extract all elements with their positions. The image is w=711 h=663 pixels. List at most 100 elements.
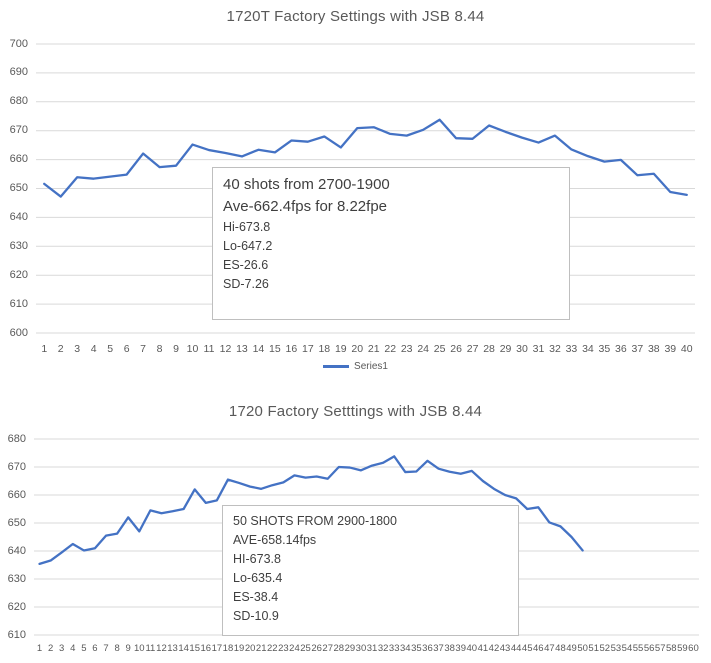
x-axis-tick-label: 25 — [433, 343, 446, 355]
x-axis-tick-label: 31 — [532, 343, 545, 355]
y-axis-tick-label: 660 — [9, 153, 28, 166]
x-axis-tick-label: 13 — [236, 343, 248, 355]
y-axis-tick-label: 660 — [7, 488, 26, 501]
y-axis-tick-label: 640 — [9, 210, 28, 223]
y-axis-tick-label: 650 — [9, 182, 28, 194]
x-axis-tick-label: 27 — [466, 343, 479, 355]
stat-line: AVE-658.14fps — [233, 533, 317, 547]
x-axis-tick-label: 8 — [114, 643, 120, 654]
x-axis-tick-label: 12 — [219, 343, 232, 355]
x-axis-tick-label: 37 — [433, 643, 444, 654]
y-axis-tick-label: 610 — [9, 297, 28, 310]
x-axis-tick-label: 24 — [417, 343, 429, 355]
x-axis-tick-label: 33 — [565, 343, 578, 355]
chart-title: 1720 Factory Setttings with JSB 8.44 — [228, 403, 483, 420]
stat-line: 40 shots from 2700-1900 — [223, 176, 390, 193]
x-axis-tick-label: 14 — [178, 643, 189, 654]
chart-bottom: 1720 Factory Setttings with JSB 8.44 50 … — [0, 396, 711, 663]
x-axis-tick-label: 60 — [688, 643, 699, 654]
x-axis-tick-label: 41 — [477, 643, 489, 654]
x-axis-tick-label: 11 — [203, 343, 215, 355]
x-axis-tick-label: 5 — [107, 343, 114, 355]
x-axis-tick-label: 37 — [631, 343, 644, 355]
y-axis-tick-label: 670 — [9, 124, 28, 137]
x-axis-tick-label: 1 — [36, 643, 43, 654]
x-axis-tick-label: 9 — [125, 643, 131, 654]
x-axis-tick-label: 22 — [384, 343, 397, 355]
x-axis-tick-label: 50 — [577, 643, 588, 654]
x-axis-tick-label: 33 — [388, 643, 400, 654]
x-axis-tick-label: 47 — [544, 643, 555, 654]
stats-callout: 40 shots from 2700-1900 Ave-662.4fps for … — [212, 167, 570, 320]
x-axis-tick-label: 32 — [377, 643, 389, 654]
stat-line: HI-673.8 — [233, 552, 281, 566]
x-axis-tick-label: 8 — [156, 343, 163, 355]
x-axis-tick-label: 43 — [499, 643, 511, 654]
x-axis-tick-label: 45 — [521, 643, 533, 654]
legend: Series1 — [0, 361, 711, 372]
x-axis-tick-label: 4 — [90, 343, 97, 355]
stat-line: Lo-647.2 — [223, 239, 273, 253]
x-axis-tick-label: 53 — [610, 643, 622, 654]
x-axis-tick-label: 4 — [70, 643, 76, 654]
stat-line: Lo-635.4 — [233, 571, 283, 585]
x-axis-tick-label: 35 — [411, 643, 422, 654]
x-axis-tick-label: 24 — [289, 643, 300, 654]
x-axis-tick-label: 30 — [355, 643, 367, 654]
x-axis-tick-label: 7 — [103, 643, 109, 654]
x-axis-tick-label: 57 — [654, 643, 666, 654]
x-axis-tick-label: 40 — [680, 343, 693, 355]
y-axis-tick-label: 630 — [9, 239, 28, 252]
x-axis-tick-label: 51 — [588, 643, 599, 654]
x-axis-tick-label: 48 — [555, 643, 566, 654]
x-axis-tick-label: 2 — [57, 343, 64, 355]
x-axis-tick-label: 15 — [269, 343, 281, 355]
x-axis-tick-label: 44 — [510, 643, 522, 654]
x-axis-tick-label: 3 — [59, 643, 65, 654]
x-axis-tick-label: 36 — [422, 643, 433, 654]
x-axis-tick-label: 23 — [278, 643, 289, 654]
x-axis-tick-label: 46 — [532, 643, 544, 654]
x-axis-tick-label: 59 — [677, 643, 688, 654]
x-axis-tick-label: 10 — [133, 643, 145, 654]
legend-label: Series1 — [354, 361, 388, 372]
x-axis-tick-label: 19 — [334, 343, 347, 355]
x-axis-tick-label: 35 — [598, 343, 611, 355]
chart-top: 1720T Factory Settings with JSB 8.44 40 … — [0, 8, 711, 372]
x-axis-tick-label: 56 — [643, 643, 655, 654]
stat-line: SD-7.26 — [223, 277, 269, 291]
x-axis-tick-label: 21 — [367, 343, 380, 355]
x-axis-tick-label: 38 — [647, 343, 660, 355]
x-axis-tick-label: 21 — [255, 643, 267, 654]
x-axis-tick-label: 28 — [333, 643, 345, 654]
x-axis-tick-label: 22 — [266, 643, 278, 654]
x-axis-tick-label: 5 — [81, 643, 87, 654]
x-axis-tick-label: 1 — [41, 343, 48, 355]
x-axis-tick-label: 30 — [516, 343, 528, 355]
stats-callout: 50 SHOTS FROM 2900-1800 AVE-658.14fps HI-6… — [222, 505, 519, 636]
x-axis-tick-label: 34 — [399, 643, 411, 654]
x-axis-tick-label: 11 — [145, 643, 156, 654]
series-line-icon — [323, 365, 350, 368]
x-axis-tick-label: 39 — [664, 343, 677, 355]
x-axis-tick-label: 6 — [123, 343, 130, 355]
stat-line: ES-26.6 — [223, 258, 269, 272]
y-axis-tick-label: 630 — [7, 572, 26, 585]
x-axis-tick-label: 17 — [301, 343, 314, 355]
x-axis-tick-label: 28 — [483, 343, 495, 355]
y-axis-tick-label: 680 — [7, 432, 26, 445]
stat-line: ES-38.4 — [233, 590, 279, 604]
x-axis-tick-label: 34 — [582, 343, 594, 355]
x-axis-tick-label: 27 — [322, 643, 333, 654]
x-axis-tick-label: 16 — [200, 643, 212, 654]
x-axis-tick-label: 39 — [455, 643, 466, 654]
x-axis-tick-label: 19 — [233, 643, 245, 654]
x-axis-tick-label: 16 — [285, 343, 298, 355]
stat-line: Ave-662.4fps for 8.22fpe — [223, 198, 388, 215]
x-axis-tick-label: 52 — [599, 643, 611, 654]
x-axis-tick-label: 6 — [92, 643, 98, 654]
y-axis-tick-label: 650 — [7, 516, 26, 529]
x-axis-tick-label: 42 — [488, 643, 500, 654]
x-axis-tick-label: 12 — [156, 643, 167, 654]
chart-title: 1720T Factory Settings with JSB 8.44 — [226, 8, 485, 25]
